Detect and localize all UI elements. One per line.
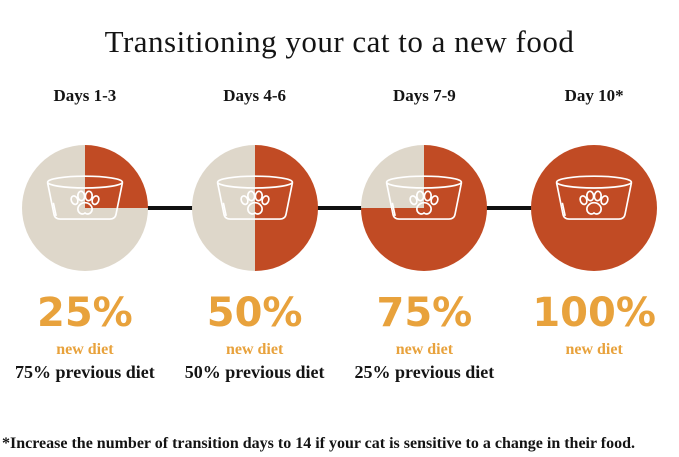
stage-label: Days 4-6 [223,86,287,105]
previous-diet-label: 50% previous diet [184,362,325,382]
previous-diet-label [509,363,679,382]
stage-circle [531,145,658,271]
cat-bowl-icon [382,174,466,228]
new-diet-percent: 75% [376,290,473,336]
cat-bowl-icon [213,174,297,228]
stage-circle [21,145,148,271]
transition-stages: Days 1-3 25% new diet 75% previous diet … [0,86,679,383]
footnote: *Increase the number of transition days … [2,435,636,452]
stage-days-4-6: Days 4-6 50% new diet 50% previous diet [170,86,340,383]
cat-bowl-icon [552,174,636,228]
timeline-line [84,206,595,210]
new-diet-label: new diet [395,341,454,358]
new-diet-label: new diet [56,341,114,358]
stage-day-10: Day 10* 100% new diet [509,86,679,383]
previous-diet-label: 75% previous diet [15,362,155,382]
stage-days-1-3: Days 1-3 25% new diet 75% previous diet [0,86,170,383]
diet-proportion-circle [191,145,318,271]
new-diet-label: new diet [565,341,623,358]
new-diet-percent: 100% [532,290,656,336]
new-diet-label: new diet [225,341,284,358]
stage-days-7-9: Days 7-9 75% new diet 25% previous diet [340,86,510,383]
diet-proportion-circle [21,145,148,271]
diet-proportion-circle [361,145,488,271]
stage-label: Days 7-9 [392,86,456,105]
stage-circle [361,145,488,271]
previous-diet-label: 25% previous diet [354,362,495,382]
stage-circle [191,145,318,271]
stage-label: Day 10* [564,86,624,105]
cat-bowl-icon [43,174,127,228]
new-diet-percent: 25% [37,290,133,336]
new-diet-percent: 50% [206,290,303,336]
stage-label: Days 1-3 [53,86,117,105]
diet-proportion-circle [531,145,658,271]
page-title: Transitioning your cat to a new food [104,23,575,59]
